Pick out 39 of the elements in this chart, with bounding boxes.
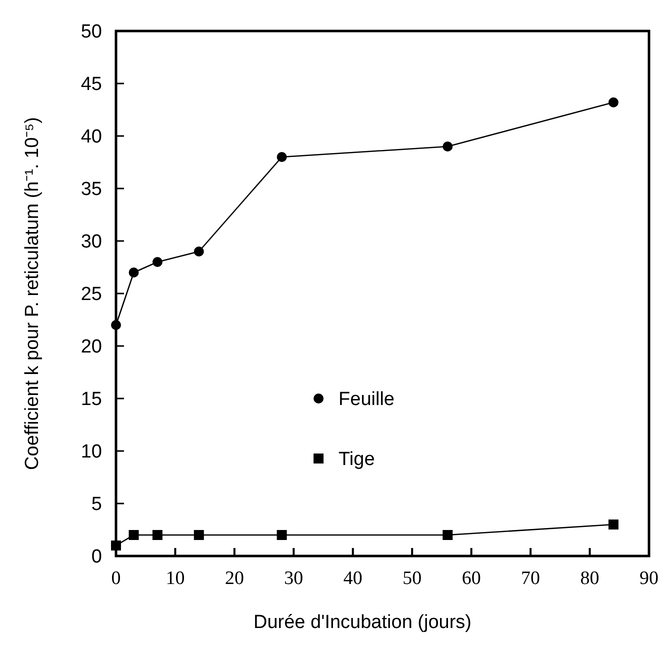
y-tick-label: 0	[91, 546, 102, 568]
point	[111, 320, 121, 330]
y-tick-label: 20	[80, 336, 102, 358]
point	[194, 530, 204, 540]
y-axis-title: Coefficient k pour P. reticulatum (h⁻¹. 10⁻⁵)	[22, 117, 43, 470]
x-tick-label: 90	[640, 568, 658, 589]
y-tick-label: 45	[80, 74, 102, 96]
point	[111, 540, 121, 550]
y-tick-label: 40	[80, 126, 102, 148]
point	[128, 268, 139, 278]
x-tick-label: 20	[224, 568, 244, 589]
y-tick-label: 25	[80, 284, 102, 306]
x-tick-label: 50	[402, 568, 422, 589]
point	[442, 142, 453, 152]
point	[276, 530, 287, 540]
legend-label: Tige	[338, 449, 375, 470]
point	[152, 257, 162, 267]
x-tick-label: 60	[462, 568, 481, 589]
y-tick-label: 15	[80, 389, 102, 410]
y-tick-label: 30	[80, 232, 102, 253]
x-tick-label: 80	[580, 568, 600, 589]
point	[128, 530, 139, 540]
y-tick-label: 50	[80, 22, 102, 43]
y-tick-label: 5	[91, 494, 102, 516]
point	[276, 152, 287, 162]
point	[152, 530, 162, 540]
x-tick-label: 30	[284, 568, 304, 589]
point	[608, 97, 618, 108]
x-tick-label: 0	[111, 568, 121, 589]
x-tick-label: 40	[343, 568, 362, 589]
point	[442, 530, 453, 540]
point	[608, 520, 618, 530]
y-tick-label: 35	[80, 179, 102, 200]
point	[194, 246, 204, 256]
x-tick-label: 10	[166, 568, 185, 589]
y-tick-label: 10	[80, 442, 102, 463]
x-tick-label: 70	[521, 568, 540, 589]
x-axis-title: Durée d'Incubation (jours)	[253, 612, 472, 633]
legend-label: Feuille	[338, 389, 395, 410]
